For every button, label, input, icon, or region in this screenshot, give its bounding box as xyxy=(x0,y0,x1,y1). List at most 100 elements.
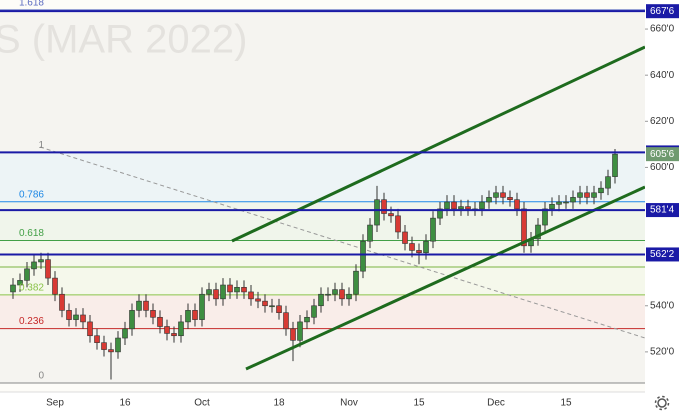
candles xyxy=(10,148,618,380)
dashed-trend-line xyxy=(39,146,646,339)
candle-body xyxy=(178,321,184,337)
price-line-label: 562'2 xyxy=(650,249,675,260)
candle-body xyxy=(164,326,170,334)
candle-body xyxy=(451,201,457,210)
candle-body xyxy=(297,321,303,341)
fib-label: 1.618 xyxy=(19,0,44,9)
candle-body xyxy=(416,250,422,254)
candle-body xyxy=(325,293,331,296)
watermark: S (MAR 2022) xyxy=(0,18,247,62)
candle-body xyxy=(283,312,289,330)
y-tick-label: 660'0 xyxy=(650,24,675,35)
candle-body xyxy=(549,204,555,210)
candle-body xyxy=(234,287,240,293)
candle-body xyxy=(304,316,310,323)
x-tick-label: 18 xyxy=(273,398,285,409)
candle-body xyxy=(556,201,562,205)
candle-body xyxy=(535,224,541,240)
x-tick-label: Oct xyxy=(194,398,210,409)
candle-body xyxy=(213,289,219,300)
x-tick-label: 15 xyxy=(560,398,572,409)
candle-body xyxy=(430,217,436,242)
candle-body xyxy=(444,201,450,210)
candle-body xyxy=(598,187,604,194)
fib-band xyxy=(0,201,645,241)
candle-body xyxy=(17,280,23,286)
candle-body xyxy=(479,201,485,210)
candle-body xyxy=(101,342,107,350)
candle-body xyxy=(353,270,359,295)
candle-body xyxy=(465,206,471,210)
last-price-box xyxy=(646,147,679,162)
x-tick-label: Nov xyxy=(340,398,358,409)
candle-body xyxy=(255,298,261,302)
candle-body xyxy=(584,192,590,198)
candle-body xyxy=(290,328,296,341)
fib-band xyxy=(0,9,645,153)
plot-background xyxy=(0,0,645,392)
x-tick-label: 15 xyxy=(413,398,425,409)
candle-body xyxy=(507,197,513,200)
y-tick-label: 540'0 xyxy=(650,300,675,311)
fib-label: 0.786 xyxy=(19,189,44,200)
candle-body xyxy=(52,277,58,295)
candle-body xyxy=(276,305,282,313)
fib-label: 0 xyxy=(38,371,44,382)
candle-body xyxy=(318,293,324,307)
candle-body xyxy=(262,300,268,307)
price-line-box xyxy=(646,4,679,19)
candle-body xyxy=(521,208,527,247)
candle-body xyxy=(115,337,121,353)
candle-body xyxy=(129,310,135,330)
fib-band xyxy=(0,240,645,295)
fib-band xyxy=(0,152,645,202)
candle-body xyxy=(220,284,226,300)
candle-body xyxy=(500,192,506,198)
candle-body xyxy=(185,310,191,323)
y-tick-label: 600'0 xyxy=(650,162,675,173)
candle-body xyxy=(94,335,100,343)
candle-body xyxy=(563,201,569,204)
candle-body xyxy=(199,293,205,320)
candle-body xyxy=(458,206,464,210)
candle-body xyxy=(311,305,317,318)
fib-label: 0.382 xyxy=(19,283,44,294)
candle-body xyxy=(591,192,597,198)
candle-body xyxy=(108,349,114,353)
settings-icon[interactable] xyxy=(654,395,670,411)
candle-body xyxy=(192,310,198,320)
candle-body xyxy=(241,287,247,293)
fib-label: 0.236 xyxy=(19,316,44,327)
channel-lower xyxy=(245,185,646,371)
price-line-label: 667'6 xyxy=(650,6,675,17)
channel-upper xyxy=(231,45,646,243)
candle-body xyxy=(374,199,380,226)
candle-body xyxy=(38,259,44,263)
price-line-box xyxy=(646,247,679,262)
x-tick-label: Dec xyxy=(487,398,505,409)
candle-body xyxy=(395,215,401,233)
candle-body xyxy=(73,314,79,320)
candle-body xyxy=(150,310,156,318)
fib-label: 0.618 xyxy=(19,228,44,239)
last-price-label: 605'6 xyxy=(650,149,675,160)
y-tick-label: 640'0 xyxy=(650,70,675,81)
candle-body xyxy=(514,199,520,210)
candle-body xyxy=(360,240,366,272)
candle-body xyxy=(381,199,387,214)
y-tick-label: 520'0 xyxy=(650,347,675,358)
candle-body xyxy=(605,176,611,189)
candle-body xyxy=(570,197,576,203)
candle-body xyxy=(269,305,275,308)
candle-body xyxy=(45,259,51,279)
candle-body xyxy=(332,289,338,295)
x-tick-label: Sep xyxy=(46,398,64,409)
candle-body xyxy=(24,268,30,281)
candle-body xyxy=(227,284,233,293)
candle-body xyxy=(171,333,177,337)
candle-body xyxy=(409,243,415,251)
price-line-label: 581'4 xyxy=(650,205,675,216)
candle-body xyxy=(486,197,492,203)
candle-body xyxy=(206,289,212,295)
